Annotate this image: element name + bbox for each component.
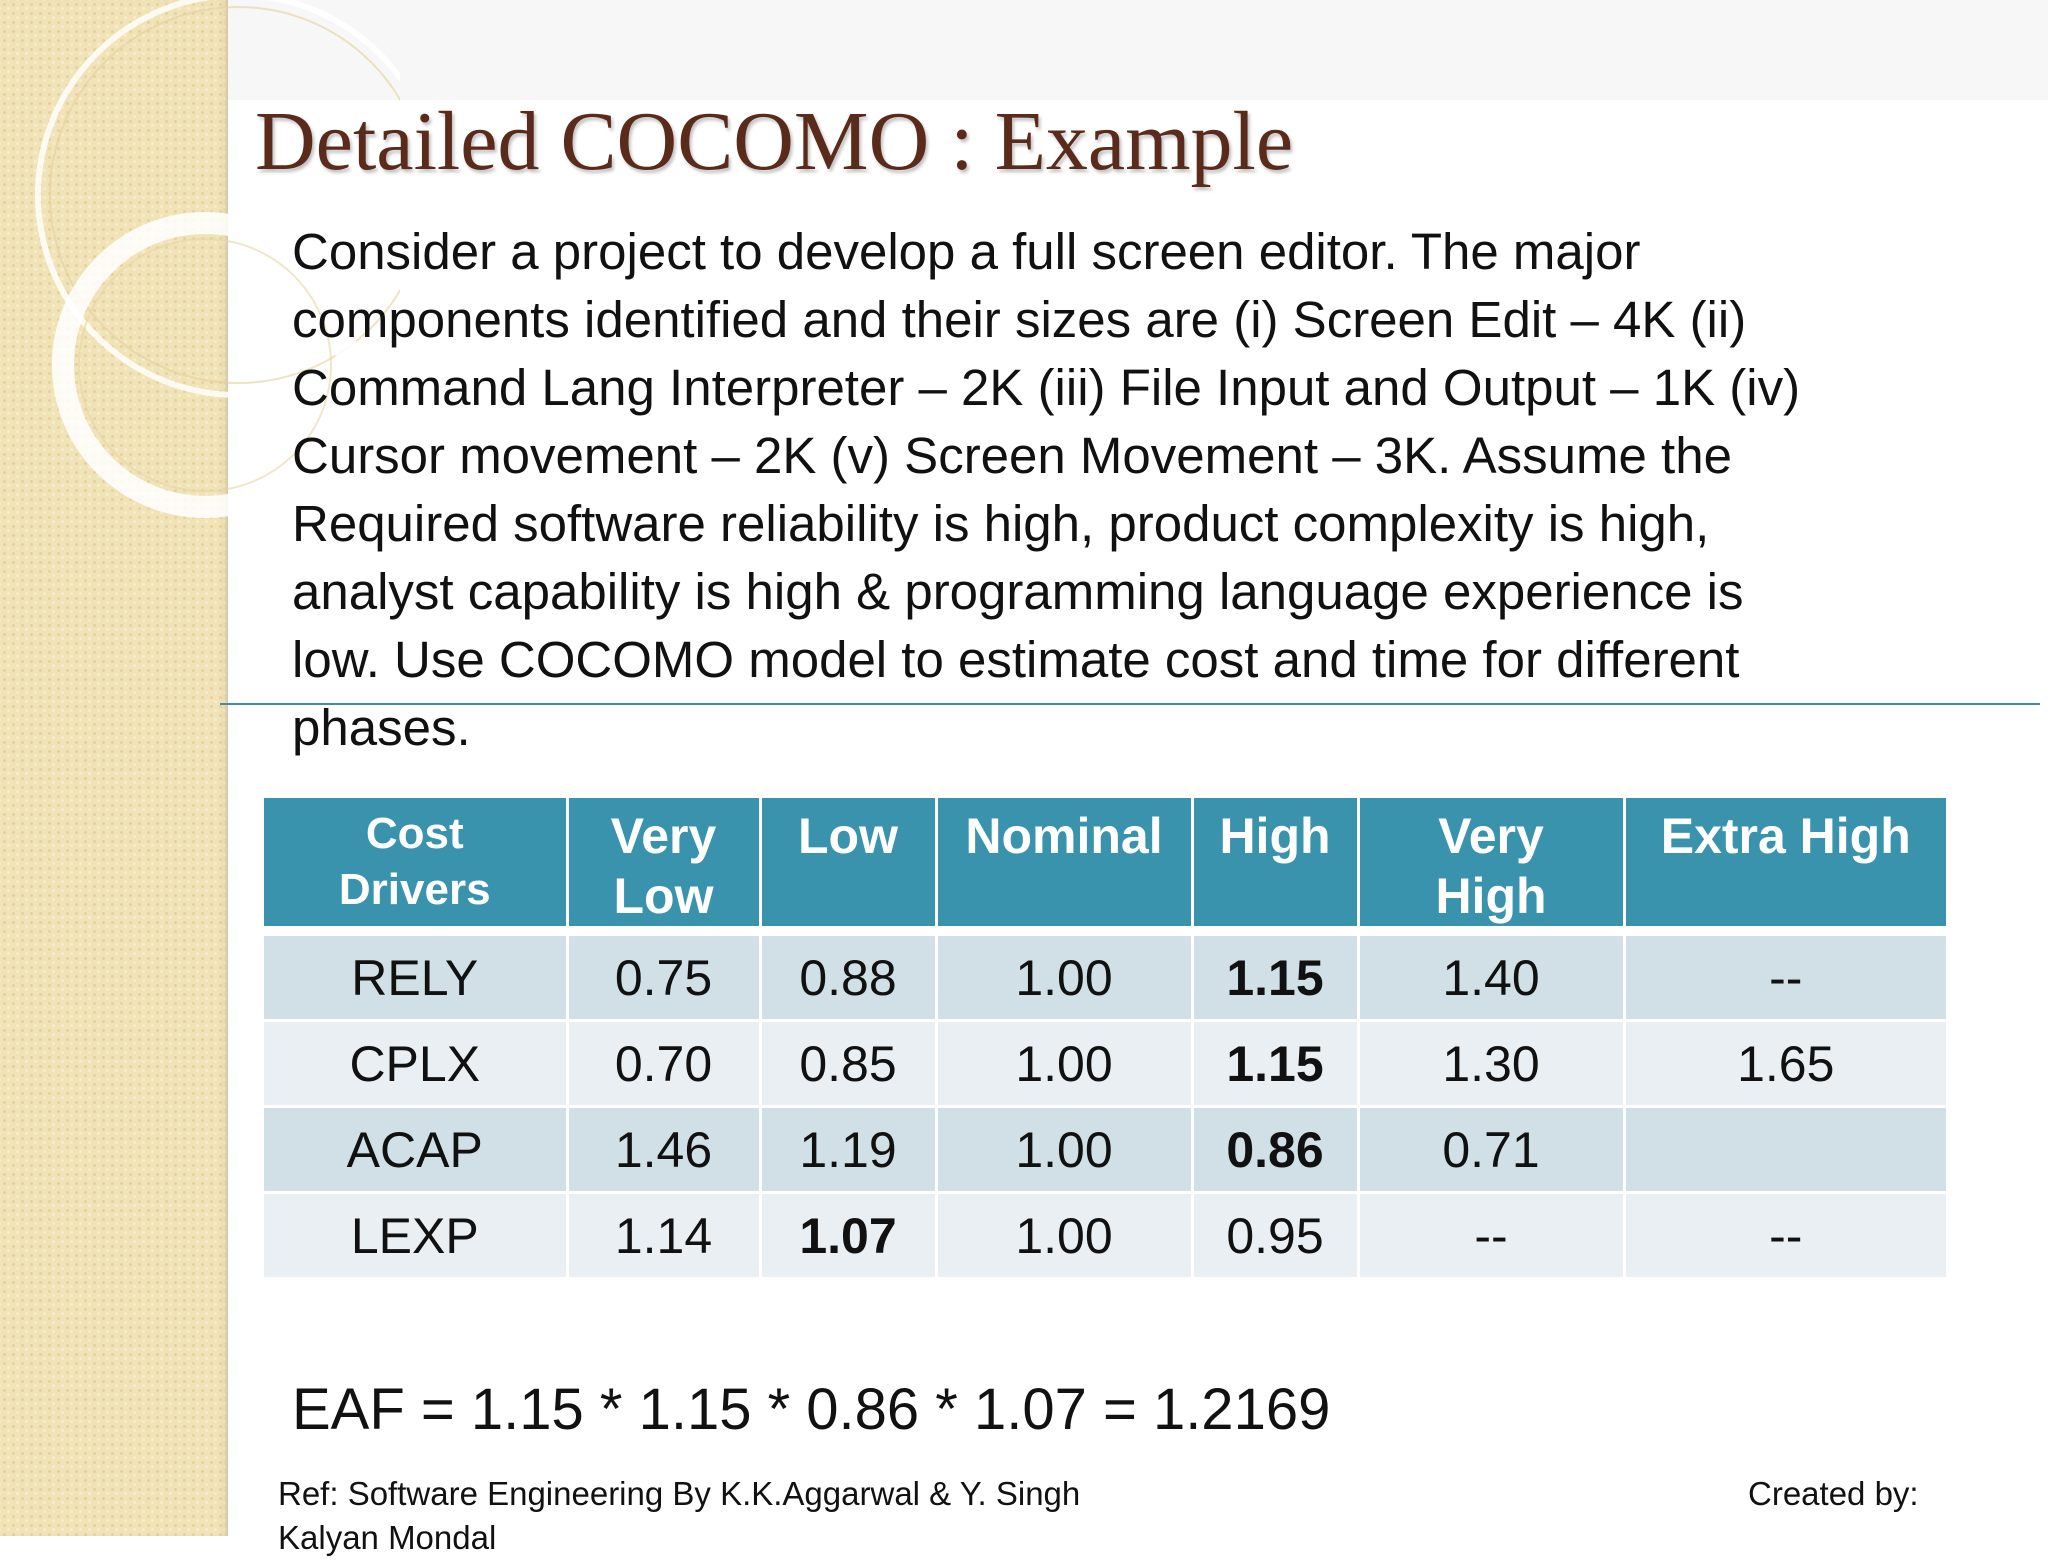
cost-driver-name: ACAP	[264, 1106, 569, 1194]
cost-driver-name: CPLX	[264, 1020, 569, 1108]
multiplier-cell: 1.00	[936, 931, 1194, 1022]
multiplier-cell: --	[1358, 1192, 1626, 1280]
cost-driver-name: RELY	[264, 931, 569, 1022]
decorative-rings	[35, 0, 400, 518]
header-strip	[228, 0, 2048, 100]
multiplier-cell: 1.19	[760, 1106, 938, 1194]
table-row: CPLX 0.70 0.85 1.00 1.15 1.30 1.65	[264, 1020, 1946, 1108]
table-header-cell: Very Low	[567, 798, 762, 936]
reference-footer: Ref: Software Engineering By K.K.Aggarwa…	[278, 1475, 1081, 1556]
multiplier-cell: 1.00	[936, 1192, 1194, 1280]
multiplier-cell: 1.65	[1624, 1020, 1946, 1108]
table-header-cell: Cost Drivers	[264, 798, 569, 936]
multiplier-cell: 0.95	[1192, 1192, 1360, 1280]
multiplier-cell: 0.86	[1192, 1106, 1360, 1194]
multiplier-cell: 1.30	[1358, 1020, 1626, 1108]
multiplier-cell: 0.71	[1358, 1106, 1626, 1194]
multiplier-cell: 1.15	[1192, 931, 1360, 1022]
multiplier-cell: 1.00	[936, 1020, 1194, 1108]
multiplier-cell: --	[1624, 931, 1946, 1022]
multiplier-cell: 0.75	[567, 931, 762, 1022]
table-header-cell: Extra High	[1624, 798, 1946, 936]
table-header-cell: Nominal	[936, 798, 1194, 936]
multiplier-cell: 1.14	[567, 1192, 762, 1280]
multiplier-cell: 0.85	[760, 1020, 938, 1108]
multiplier-cell: 1.40	[1358, 931, 1626, 1022]
multiplier-cell: --	[1624, 1192, 1946, 1280]
cost-driver-table-container: Cost Drivers Very Low Low Nominal High Very High…	[264, 798, 1946, 1280]
multiplier-cell: 1.15	[1192, 1020, 1360, 1108]
table-row: RELY 0.75 0.88 1.00 1.15 1.40 --	[264, 931, 1946, 1022]
created-by-footer: Created by:	[1748, 1475, 1919, 1512]
table-header-cell: High	[1192, 798, 1360, 936]
eaf-formula: EAF = 1.15 * 1.15 * 0.86 * 1.07 = 1.2169	[292, 1377, 1331, 1442]
table-row: LEXP 1.14 1.07 1.00 0.95 -- --	[264, 1192, 1946, 1280]
table-header-row: Cost Drivers Very Low Low Nominal High Very High…	[264, 798, 1946, 936]
cost-driver-name: LEXP	[264, 1192, 569, 1280]
problem-statement: Consider a project to develop a full scr…	[292, 223, 1801, 756]
table-header-cell: Very High	[1358, 798, 1626, 936]
table-row: ACAP 1.46 1.19 1.00 0.86 0.71	[264, 1106, 1946, 1194]
multiplier-cell: 1.00	[936, 1106, 1194, 1194]
multiplier-cell: 1.46	[567, 1106, 762, 1194]
horizontal-rule	[220, 703, 2040, 705]
multiplier-cell: 0.70	[567, 1020, 762, 1108]
multiplier-cell: 1.07	[760, 1192, 938, 1280]
table-header-cell: Low	[760, 798, 938, 936]
slide-title: Detailed COCOMO : Example	[255, 95, 1294, 188]
cost-driver-table: Cost Drivers Very Low Low Nominal High Very High…	[264, 798, 1946, 1280]
table-body: RELY 0.75 0.88 1.00 1.15 1.40 -- CPLX 0.70 0.85 1.…	[264, 931, 1946, 1280]
multiplier-cell	[1624, 1106, 1946, 1194]
multiplier-cell: 0.88	[760, 931, 938, 1022]
